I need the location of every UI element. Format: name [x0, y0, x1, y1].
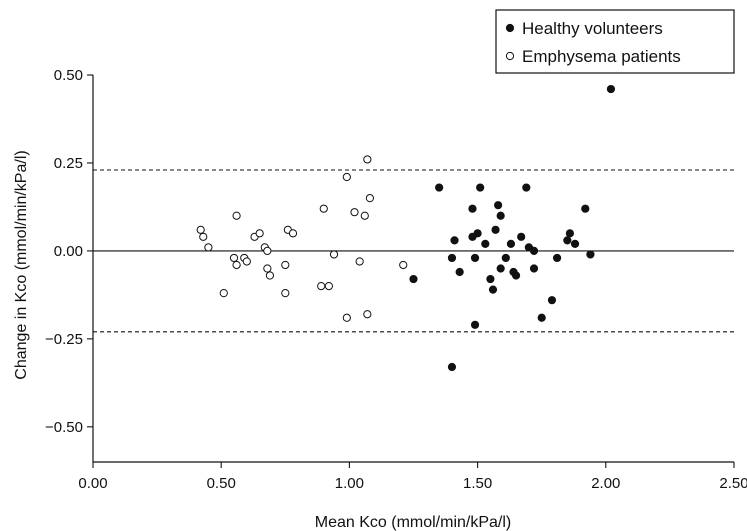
healthy-volunteer-point — [529, 264, 539, 273]
emphysema-patient-point — [350, 208, 359, 217]
emphysema-patient-point — [288, 229, 298, 238]
data-points — [196, 84, 616, 372]
healthy-volunteer-point — [501, 253, 510, 263]
healthy-volunteer-point — [581, 204, 590, 213]
reference-lines — [93, 169, 734, 333]
x-tick-label: 0.50 — [207, 475, 236, 492]
emphysema-patient-point — [324, 281, 333, 291]
emphysema-patient-point — [363, 155, 372, 164]
emphysema-patient-point — [196, 225, 205, 234]
healthy-volunteer-point — [586, 250, 595, 259]
healthy-volunteer-point — [476, 183, 485, 192]
y-tick-label: 0.25 — [54, 155, 83, 172]
healthy-volunteer-point — [447, 253, 457, 263]
emphysema-patient-point — [229, 253, 239, 263]
healthy-volunteer-point — [529, 246, 539, 256]
legend-marker-healthy-volunteers — [505, 23, 515, 33]
healthy-volunteer-point — [496, 264, 505, 273]
emphysema-patient-point — [399, 260, 408, 270]
x-tick-label: 2.50 — [719, 475, 747, 492]
healthy-volunteer-point — [486, 274, 495, 284]
y-axis-label: Change in Kco (mmol/min/kPa/l) — [13, 150, 30, 379]
y-tick-label: 0.50 — [54, 67, 83, 84]
healthy-volunteer-point — [606, 84, 616, 94]
healthy-volunteer-point — [517, 232, 526, 241]
healthy-volunteer-point — [565, 229, 575, 238]
emphysema-patient-point — [199, 232, 208, 241]
healthy-volunteer-point — [450, 236, 459, 245]
x-tick-label: 0.00 — [78, 475, 107, 492]
emphysema-patient-point — [204, 243, 213, 252]
emphysema-patient-point — [365, 194, 375, 203]
y-tick-label: −0.50 — [45, 419, 83, 436]
emphysema-patient-point — [265, 271, 275, 280]
healthy-volunteer-point — [470, 253, 480, 263]
healthy-volunteer-point — [409, 274, 418, 284]
x-tick-label: 1.50 — [463, 475, 492, 492]
healthy-volunteer-point — [488, 285, 498, 294]
emphysema-patient-point — [219, 289, 228, 298]
legend-label-healthy-volunteers: Healthy volunteers — [522, 19, 663, 38]
healthy-volunteer-point — [511, 271, 521, 280]
healthy-volunteer-point — [481, 239, 490, 248]
emphysema-patient-point — [363, 310, 372, 319]
emphysema-patient-point — [329, 250, 339, 259]
emphysema-patient-point — [317, 281, 326, 291]
ticks: 0.00 0.50 1.00 1.50 2.00 2.50 0.50 0.25 0.00 −0.2… — [45, 67, 747, 492]
legend-marker-emphysema-patients — [505, 51, 515, 61]
healthy-volunteer-point — [547, 296, 557, 305]
x-axis-label: Mean Kco (mmol/min/kPa/l) — [315, 514, 512, 531]
emphysema-patient-point — [360, 211, 369, 220]
axes — [92, 75, 734, 463]
healthy-volunteer-point — [447, 362, 457, 372]
emphysema-patient-point — [232, 211, 241, 220]
x-tick-label: 1.00 — [335, 475, 364, 492]
emphysema-patient-point — [342, 313, 351, 322]
y-tick-label: 0.00 — [54, 243, 83, 260]
healthy-volunteer-point — [506, 239, 516, 248]
healthy-volunteer-point — [473, 229, 482, 238]
y-tick-label: −0.25 — [45, 331, 83, 348]
healthy-volunteer-point — [470, 320, 480, 329]
healthy-volunteer-point — [496, 211, 505, 220]
healthy-volunteer-point — [491, 225, 500, 234]
x-tick-label: 2.00 — [591, 475, 620, 492]
healthy-volunteer-point — [552, 253, 562, 263]
healthy-volunteer-point — [468, 204, 477, 213]
healthy-volunteer-point — [494, 201, 503, 210]
healthy-volunteer-point — [435, 183, 444, 192]
legend-label-emphysema-patients: Emphysema patients — [522, 47, 681, 66]
emphysema-patient-point — [232, 260, 241, 270]
emphysema-patient-point — [263, 246, 272, 256]
healthy-volunteer-point — [537, 313, 546, 322]
emphysema-patient-point — [319, 204, 328, 213]
legend-box — [495, 9, 735, 74]
emphysema-patient-point — [255, 229, 264, 238]
emphysema-patient-point — [342, 172, 351, 182]
emphysema-patient-point — [263, 264, 272, 273]
healthy-volunteer-point — [570, 239, 580, 248]
emphysema-patient-point — [281, 260, 290, 270]
emphysema-patient-point — [242, 257, 251, 266]
emphysema-patient-point — [355, 257, 364, 266]
healthy-volunteer-point — [563, 236, 572, 245]
emphysema-patient-point — [281, 289, 290, 298]
healthy-volunteer-point — [522, 183, 531, 192]
healthy-volunteer-point — [455, 267, 464, 277]
legend: Healthy volunteers Emphysema patients — [495, 9, 735, 74]
